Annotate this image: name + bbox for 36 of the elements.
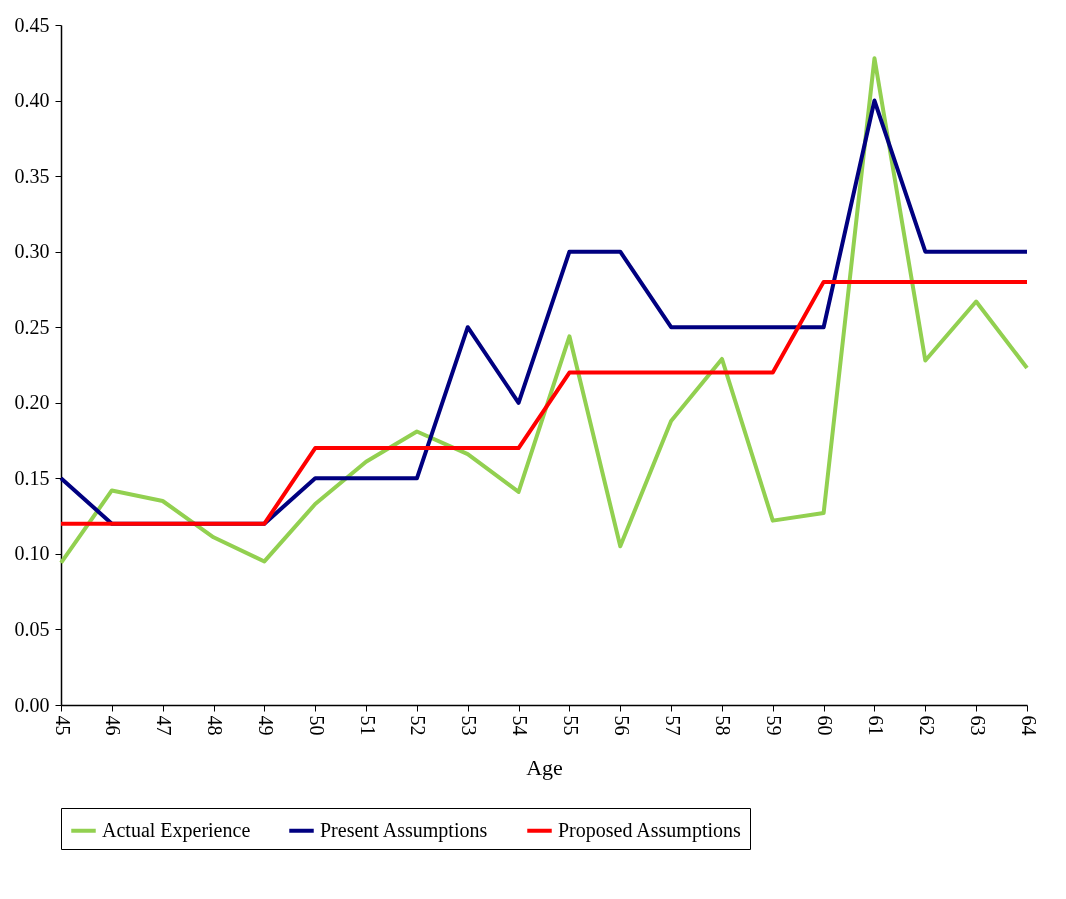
- line-series: [59, 279, 1029, 526]
- y-tick-label: 0.15: [14, 466, 50, 489]
- x-tick-label: 58: [712, 715, 735, 736]
- x-tick-label: 50: [305, 715, 328, 736]
- y-tick-label: 0.10: [14, 542, 50, 565]
- x-tick-label: 49: [254, 715, 277, 736]
- y-tick-label: 0.45: [14, 13, 50, 36]
- x-axis-title: Age: [526, 754, 563, 780]
- x-tick-label: 56: [610, 715, 633, 736]
- y-tick-label: 0.20: [14, 391, 50, 414]
- x-tick-label: 47: [153, 715, 176, 736]
- legend-label: Present Assumptions: [320, 818, 488, 842]
- y-tick-label: 0.00: [14, 693, 50, 716]
- x-tick-label: 55: [559, 715, 582, 736]
- x-tick-label: 63: [966, 715, 989, 736]
- x-tick-label: 52: [407, 715, 430, 736]
- legend-label: Proposed Assumptions: [558, 818, 742, 842]
- x-tick-label: 57: [661, 715, 684, 736]
- x-tick-label: 53: [458, 715, 481, 736]
- y-tick-label: 0.35: [14, 164, 50, 187]
- x-tick-label: 61: [864, 715, 887, 736]
- x-tick-label: 60: [814, 715, 837, 736]
- line-series: [59, 56, 1029, 565]
- y-tick-label: 0.40: [14, 89, 50, 112]
- y-tick-label: 0.05: [14, 617, 50, 640]
- x-tick-label: 46: [102, 715, 125, 736]
- x-tick-label: 45: [51, 715, 74, 736]
- x-tick-label: 48: [204, 715, 227, 736]
- y-tick-label: 0.25: [14, 315, 50, 338]
- x-tick-label: 62: [915, 715, 938, 736]
- y-tick-label: 0.30: [14, 240, 50, 263]
- x-tick-label: 51: [356, 715, 379, 736]
- x-tick-label: 59: [763, 715, 786, 736]
- legend-label: Actual Experience: [102, 818, 251, 842]
- x-tick-label: 64: [1017, 715, 1040, 736]
- x-tick-label: 54: [509, 715, 532, 736]
